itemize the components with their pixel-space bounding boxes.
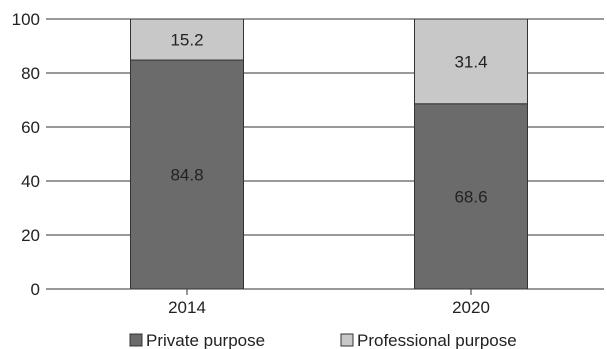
y-axis-ticks: 0 20 40 60 80 100 (12, 10, 52, 299)
legend-label-private-purpose: Private purpose (146, 331, 265, 349)
y-tick-label: 60 (21, 118, 40, 137)
bar-private-purpose-2014 (130, 59, 244, 290)
legend-label-professional-purpose: Professional purpose (357, 331, 517, 349)
data-label-private-purpose-2020: 68.6 (454, 187, 487, 206)
y-tick-label: 100 (12, 10, 40, 29)
bar-professional-purpose-2020 (414, 18, 528, 105)
bar-professional-purpose-2014 (130, 18, 244, 61)
y-tick-label: 20 (21, 226, 40, 245)
x-axis-ticks: 2014 2020 (168, 289, 490, 317)
x-tick-label-2020: 2020 (452, 298, 490, 317)
x-tick-label-2014: 2014 (168, 298, 206, 317)
data-label-professional-purpose-2020: 31.4 (454, 52, 487, 71)
legend-swatch-professional-purpose (340, 333, 354, 347)
legend: Private purpose Professional purpose (129, 331, 517, 349)
bars: 84.8 15.2 68.6 31.4 (130, 18, 528, 290)
legend-swatch-private-purpose (129, 333, 143, 347)
y-tick-label: 40 (21, 172, 40, 191)
data-label-private-purpose-2014: 84.8 (170, 166, 203, 185)
y-tick-label: 0 (31, 280, 40, 299)
y-tick-label: 80 (21, 64, 40, 83)
data-label-professional-purpose-2014: 15.2 (170, 31, 203, 50)
